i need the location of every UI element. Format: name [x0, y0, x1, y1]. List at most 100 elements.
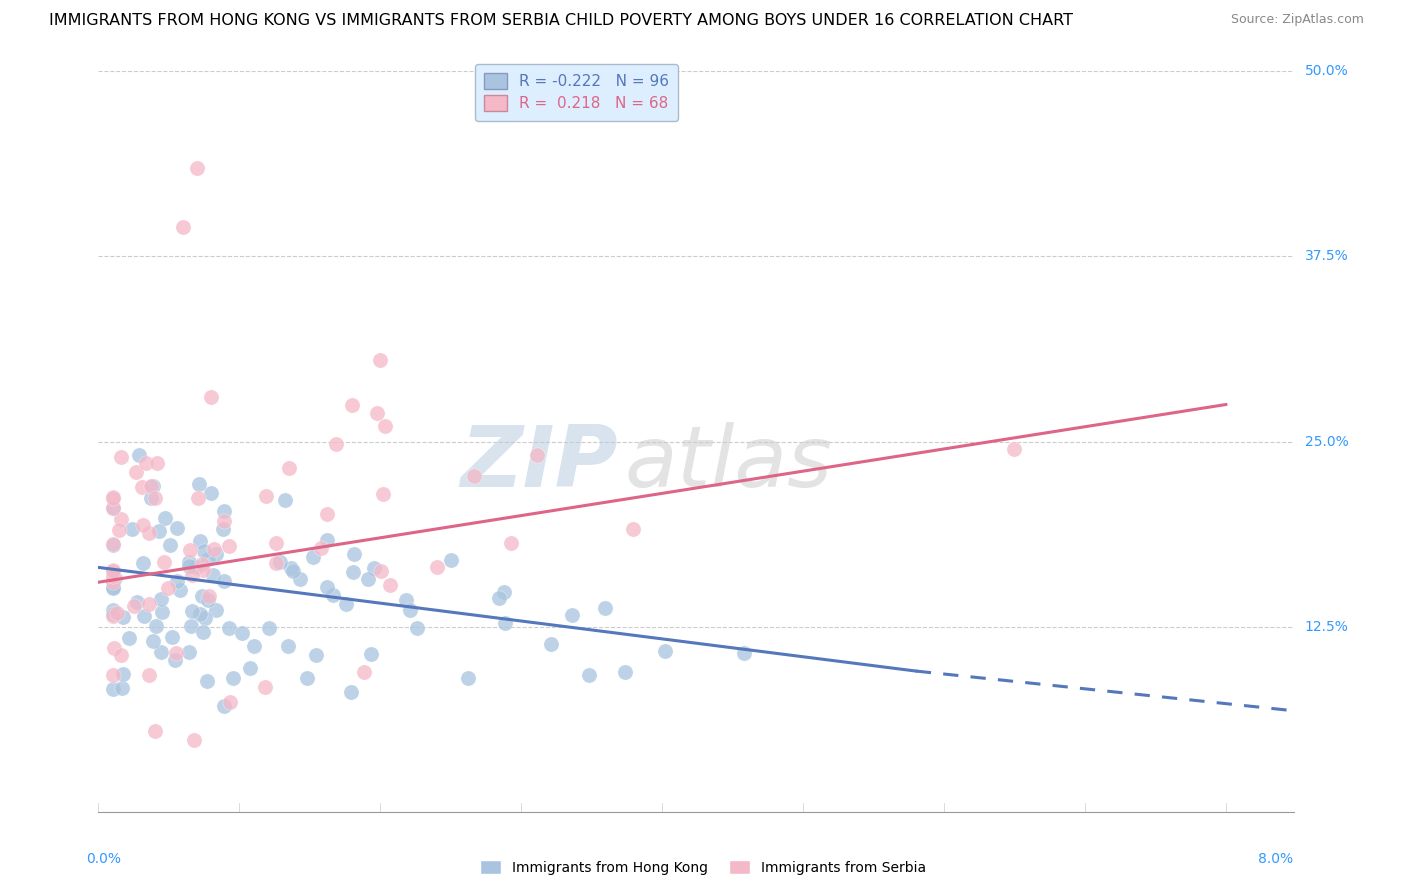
Point	[194, 611, 217, 625]
Point	[269, 555, 291, 569]
Point	[101, 538, 124, 552]
Point	[160, 631, 183, 645]
Point	[325, 437, 347, 451]
Point	[218, 621, 240, 635]
Point	[153, 555, 176, 569]
Point	[200, 390, 222, 404]
Point	[128, 448, 150, 462]
Point	[613, 665, 636, 679]
Point	[101, 563, 124, 577]
Point	[440, 552, 463, 566]
Point	[101, 607, 124, 621]
Point	[191, 563, 214, 577]
Point	[191, 624, 214, 639]
Point	[733, 646, 755, 660]
Point	[204, 547, 226, 561]
Point	[257, 621, 280, 635]
Point	[101, 581, 124, 595]
Legend: Immigrants from Hong Kong, Immigrants from Serbia: Immigrants from Hong Kong, Immigrants fr…	[474, 855, 932, 880]
Point	[101, 537, 124, 551]
Point	[339, 685, 361, 699]
Point	[302, 549, 325, 564]
Point	[193, 544, 215, 558]
Point	[142, 479, 165, 493]
Point	[122, 599, 145, 613]
Point	[406, 621, 429, 635]
Point	[118, 632, 141, 646]
Text: 50.0%: 50.0%	[1305, 64, 1348, 78]
Point	[374, 419, 396, 434]
Text: 8.0%: 8.0%	[1258, 853, 1294, 866]
Point	[297, 672, 319, 686]
Point	[231, 625, 253, 640]
Point	[153, 511, 176, 525]
Point	[101, 608, 124, 623]
Point	[101, 491, 124, 506]
Point	[335, 597, 357, 611]
Point	[101, 573, 124, 587]
Point	[142, 634, 165, 648]
Point	[463, 468, 485, 483]
Point	[169, 582, 191, 597]
Point	[146, 456, 169, 470]
Point	[197, 592, 219, 607]
Point	[132, 517, 155, 532]
Point	[201, 568, 224, 582]
Point	[101, 681, 124, 696]
Point	[488, 591, 510, 606]
Text: IMMIGRANTS FROM HONG KONG VS IMMIGRANTS FROM SERBIA CHILD POVERTY AMONG BOYS UND: IMMIGRANTS FROM HONG KONG VS IMMIGRANTS …	[49, 13, 1073, 29]
Point	[172, 219, 194, 234]
Point	[197, 589, 219, 603]
Text: 37.5%: 37.5%	[1305, 250, 1348, 263]
Point	[595, 600, 617, 615]
Point	[191, 557, 214, 571]
Point	[188, 534, 211, 549]
Point	[110, 450, 132, 464]
Point	[264, 556, 287, 570]
Point	[156, 581, 179, 595]
Point	[132, 608, 155, 623]
Point	[101, 569, 124, 583]
Point	[159, 537, 181, 551]
Point	[101, 575, 124, 590]
Point	[360, 648, 382, 662]
Point	[218, 540, 240, 554]
Point	[239, 661, 262, 675]
Point	[305, 648, 328, 663]
Point	[366, 406, 388, 420]
Point	[288, 572, 311, 586]
Point	[184, 559, 207, 574]
Point	[222, 671, 245, 685]
Point	[101, 501, 124, 516]
Point	[135, 456, 157, 470]
Point	[149, 591, 172, 606]
Point	[181, 567, 204, 582]
Point	[177, 559, 200, 574]
Point	[212, 514, 235, 528]
Point	[187, 491, 209, 505]
Point	[138, 668, 160, 682]
Point	[280, 561, 302, 575]
Point	[131, 556, 153, 570]
Point	[180, 619, 202, 633]
Point	[138, 598, 160, 612]
Point	[181, 604, 204, 618]
Point	[501, 536, 523, 550]
Point	[316, 508, 339, 522]
Point	[368, 353, 391, 368]
Point	[309, 541, 332, 555]
Text: Source: ZipAtlas.com: Source: ZipAtlas.com	[1230, 13, 1364, 27]
Point	[101, 501, 124, 516]
Point	[197, 552, 219, 566]
Point	[316, 533, 339, 547]
Point	[165, 646, 187, 660]
Text: 25.0%: 25.0%	[1305, 434, 1348, 449]
Text: 12.5%: 12.5%	[1305, 620, 1348, 633]
Point	[101, 564, 124, 578]
Point	[342, 565, 364, 579]
Point	[322, 588, 344, 602]
Point	[373, 486, 395, 500]
Point	[125, 465, 148, 479]
Point	[127, 595, 149, 609]
Point	[340, 398, 363, 412]
